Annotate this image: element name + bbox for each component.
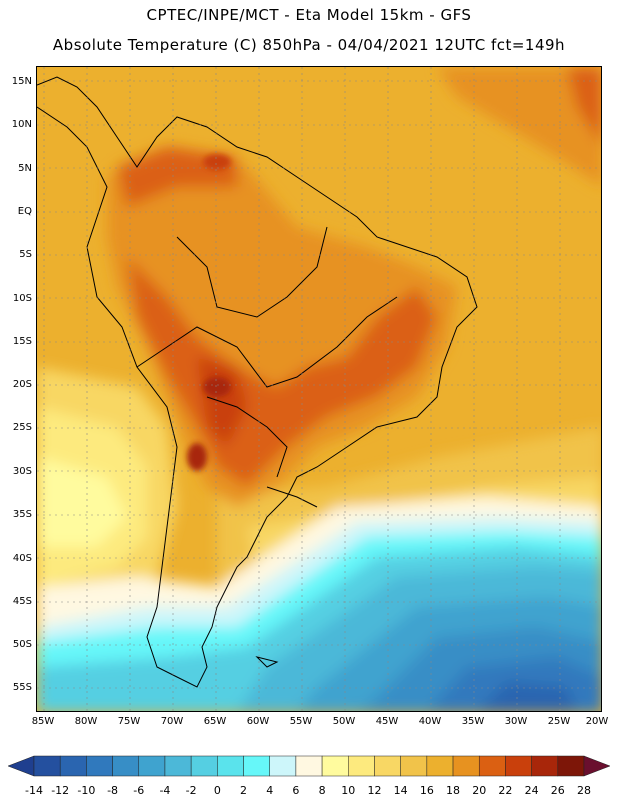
- legend-swatch: [478, 755, 506, 777]
- legend-swatch: [59, 755, 87, 777]
- lon-label-60w: 60W: [246, 716, 270, 727]
- legend-label: -12: [51, 784, 70, 797]
- legend-label: 2: [240, 784, 248, 797]
- coastlines: [37, 76, 478, 688]
- field-20-22-atlantic: [437, 67, 601, 186]
- legend-arrow-high: [583, 755, 610, 777]
- lat-label-25s: 25S: [12, 422, 32, 433]
- lon-label-80w: 80W: [74, 716, 98, 727]
- legend-swatch: [269, 755, 297, 777]
- hot-spot-3: [203, 154, 231, 170]
- legend-label: 18: [446, 784, 461, 797]
- legend-swatch: [112, 755, 140, 777]
- legend-swatch: [295, 755, 323, 777]
- lon-label-40w: 40W: [418, 716, 442, 727]
- border-line-1: [136, 296, 398, 388]
- legend-label: 20: [472, 784, 487, 797]
- legend-label: -8: [107, 784, 119, 797]
- lon-label-65w: 65W: [203, 716, 227, 727]
- legend-swatch: [138, 755, 166, 777]
- legend-label: 0: [213, 784, 221, 797]
- legend-swatch: [452, 755, 480, 777]
- lon-label-35w: 35W: [461, 716, 485, 727]
- legend-arrow-low: [8, 755, 35, 777]
- legend-swatch: [557, 755, 585, 777]
- lat-label-5s: 5S: [19, 249, 32, 260]
- legend-swatch: [426, 755, 454, 777]
- falkland-islands: [255, 656, 279, 668]
- field-22-24-continent: [127, 257, 437, 487]
- lat-label-15s: 15S: [12, 336, 32, 347]
- legend-swatch: [374, 755, 401, 777]
- legend-swatch: [243, 755, 270, 777]
- lon-label-85w: 85W: [31, 716, 55, 727]
- border-line-2: [176, 226, 328, 318]
- lat-label-50s: 50S: [12, 639, 32, 650]
- legend-label: 12: [367, 784, 382, 797]
- lon-label-75w: 75W: [117, 716, 141, 727]
- legend-swatch: [531, 755, 559, 777]
- legend-label: 14: [393, 784, 408, 797]
- lon-label-25w: 25W: [547, 716, 571, 727]
- lon-label-55w: 55W: [289, 716, 313, 727]
- lat-label-10s: 10S: [12, 293, 32, 304]
- lat-label-40s: 40S: [12, 553, 32, 564]
- legend-swatch: [505, 755, 532, 777]
- legend-swatch: [400, 755, 428, 777]
- legend-swatch: [190, 755, 218, 777]
- south-america-coast: [37, 76, 478, 688]
- graticule: [37, 67, 601, 711]
- lat-label-55s: 55S: [12, 682, 32, 693]
- border-line-4: [266, 486, 318, 508]
- chart-subtitle: Absolute Temperature (C) 850hPa - 04/04/…: [52, 36, 566, 54]
- lon-label-30w: 30W: [504, 716, 528, 727]
- legend-label: -10: [77, 784, 96, 797]
- legend-label: 22: [498, 784, 513, 797]
- field-neg10-neg8: [478, 682, 577, 711]
- hot-spot-1: [203, 377, 231, 397]
- legend-swatch: [86, 755, 113, 777]
- lon-label-50w: 50W: [332, 716, 356, 727]
- lon-label-70w: 70W: [160, 716, 184, 727]
- legend-swatch: [217, 755, 244, 777]
- legend-label: 24: [524, 784, 539, 797]
- field-22-24-atlantic: [567, 67, 601, 144]
- field-10-12-pacific: [37, 457, 127, 547]
- legend-label: -4: [159, 784, 171, 797]
- legend-label: 4: [266, 784, 274, 797]
- map-panel: [36, 66, 602, 712]
- lat-label-eq: EQ: [17, 206, 32, 217]
- legend-label: 26: [550, 784, 565, 797]
- lat-label-5n: 5N: [18, 163, 32, 174]
- legend-label: 16: [419, 784, 434, 797]
- legend-label: 6: [292, 784, 300, 797]
- temperature-map: [37, 67, 601, 711]
- lat-label-20s: 20S: [12, 379, 32, 390]
- legend-swatch: [321, 755, 349, 777]
- border-line-3: [206, 396, 288, 478]
- legend-swatch: [33, 755, 61, 777]
- lon-label-45w: 45W: [375, 716, 399, 727]
- hot-spot-2: [187, 443, 207, 471]
- legend-swatch: [348, 755, 375, 777]
- legend-label: -6: [133, 784, 145, 797]
- lat-label-35s: 35S: [12, 509, 32, 520]
- lat-label-30s: 30S: [12, 466, 32, 477]
- lat-label-10n: 10N: [11, 119, 32, 130]
- legend-label: -14: [25, 784, 43, 797]
- legend-label: -2: [185, 784, 197, 797]
- lon-label-20w: 20W: [585, 716, 609, 727]
- chart-title: CPTEC/INPE/MCT - Eta Model 15km - GFS: [146, 6, 472, 24]
- lat-label-45s: 45S: [12, 596, 32, 607]
- legend-swatch: [164, 755, 192, 777]
- legend-label: 8: [318, 784, 326, 797]
- legend-label: 10: [341, 784, 356, 797]
- lat-label-15n: 15N: [11, 76, 32, 87]
- color-legend: [8, 755, 610, 777]
- legend-label: 28: [577, 784, 591, 797]
